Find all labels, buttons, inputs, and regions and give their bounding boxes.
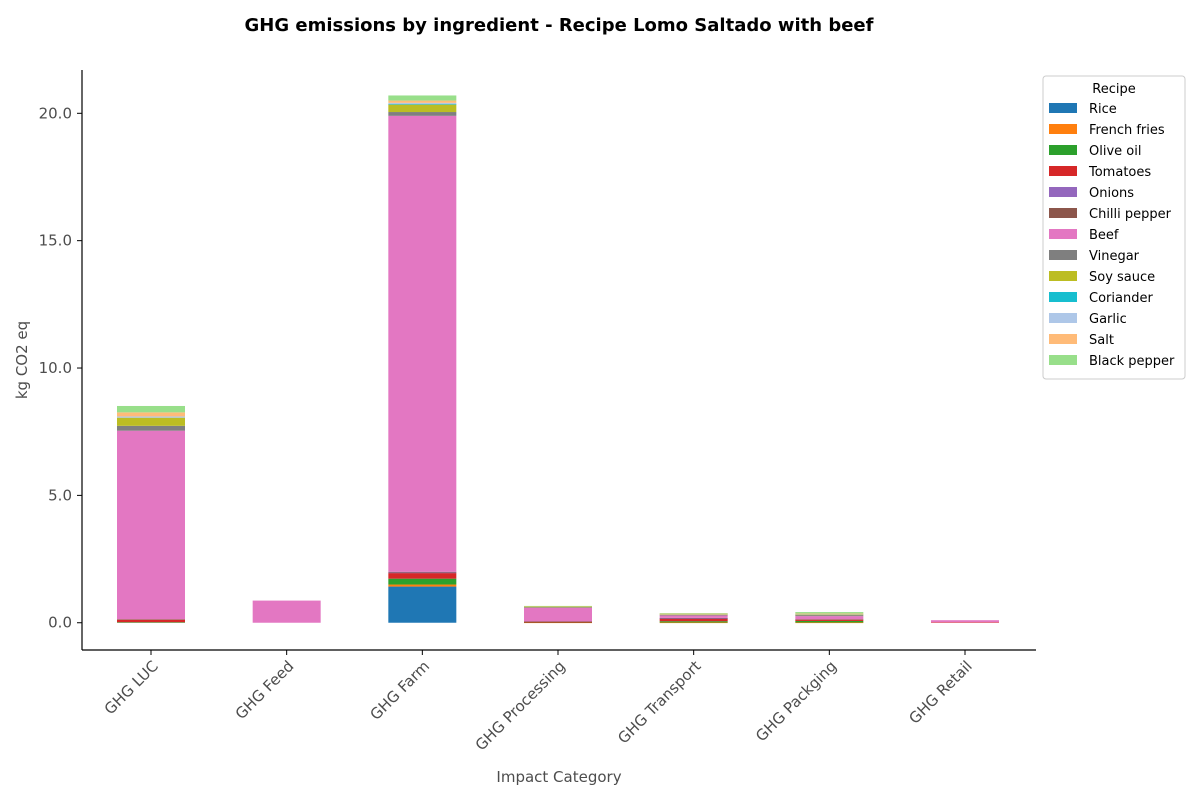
bar-segment-soy-sauce-5 [795, 614, 864, 616]
legend-entry: Vinegar [1089, 249, 1140, 264]
legend-entry: Black pepper [1089, 354, 1175, 369]
bar-segment-salt-4 [659, 613, 728, 615]
legend-swatch [1049, 229, 1077, 239]
axes-layer: 0.0 5.0 10.0 15.0 20.0 GHG LUC GHG Feed GHG Far… [39, 70, 1036, 754]
bar-segment-tomatoes-2 [388, 573, 457, 579]
x-tick-label: GHG Transport [614, 657, 704, 747]
legend-entry: Tomatoes [1088, 165, 1151, 180]
legend-swatch [1049, 187, 1077, 197]
bar-segment-beef-6 [931, 620, 999, 623]
legend: Recipe Rice French fries Olive oil Tomatoes O… [1042, 75, 1186, 380]
bar-segment-tomatoes-6 [931, 622, 999, 623]
bar-segment-tomatoes-4 [659, 618, 728, 622]
bar-segment-coriander-2 [388, 104, 457, 105]
bar-segment-onions-2 [388, 572, 457, 574]
x-tick-label: GHG Packging [752, 657, 840, 745]
bar-segment-beef-0 [117, 430, 185, 620]
bar-segment-rice-2 [388, 586, 457, 623]
legend-entry: Salt [1089, 333, 1114, 348]
x-tick-label: GHG Farm [367, 657, 434, 724]
bar-segment-chilli-pepper-4 [659, 617, 728, 619]
x-tick-label: GHG Processing [472, 657, 569, 754]
bar-segment-onions-4 [659, 618, 728, 620]
bar-segment-olive-oil-0 [117, 622, 185, 623]
x-tick-label: GHG Retail [905, 657, 975, 727]
legend-swatch [1049, 271, 1077, 281]
legend-swatch [1049, 145, 1077, 155]
bar-segment-french-fries-2 [388, 584, 457, 587]
bar-segment-soy-sauce-0 [117, 417, 185, 426]
bar-segment-soy-sauce-3 [524, 606, 592, 608]
bar-segment-beef-5 [795, 616, 864, 620]
legend-swatch [1049, 313, 1077, 323]
x-tick-label: GHG LUC [101, 657, 162, 718]
bar-segment-black-pepper-2 [388, 95, 457, 101]
legend-entry: Chilli pepper [1089, 207, 1172, 222]
bar-segment-beef-2 [388, 115, 457, 572]
legend-swatch [1049, 355, 1077, 365]
legend-frame [1042, 75, 1186, 380]
y-tick-label: 15.0 [39, 232, 72, 250]
bars-layer [117, 95, 999, 624]
bar-segment-tomatoes-0 [117, 619, 185, 623]
legend-swatch [1049, 166, 1077, 176]
legend-swatch [1049, 124, 1077, 134]
legend-entry: Garlic [1089, 312, 1127, 327]
bar-segment-french-fries-5 [795, 622, 864, 624]
y-axis-label: kg CO2 eq [13, 321, 31, 399]
y-tick-label: 0.0 [48, 614, 72, 632]
legend-swatch [1049, 334, 1077, 344]
bar-segment-garlic-5 [795, 614, 864, 615]
bar-segment-vinegar-2 [388, 112, 457, 116]
bar-segment-vinegar-4 [659, 614, 728, 616]
bar-segment-tomatoes-3 [524, 621, 592, 623]
legend-entry: Soy sauce [1089, 270, 1155, 285]
bar-segment-chilli-pepper-0 [117, 619, 185, 620]
y-tick-label: 5.0 [48, 486, 72, 504]
bar-segment-vinegar-5 [795, 615, 864, 617]
x-tick-label: GHG Feed [232, 657, 298, 723]
legend-title: Recipe [1092, 82, 1135, 97]
chart-title: GHG emissions by ingredient - Recipe Lom… [245, 15, 874, 36]
bar-segment-chilli-pepper-5 [795, 619, 864, 620]
bar-segment-chilli-pepper-3 [524, 621, 592, 623]
bar-segment-black-pepper-3 [524, 605, 592, 607]
bar-segment-tomatoes-5 [795, 619, 864, 621]
legend-entry: Onions [1089, 186, 1134, 201]
y-tick-label: 20.0 [39, 104, 72, 122]
bar-segment-beef-3 [524, 607, 592, 622]
bar-segment-salt-0 [117, 412, 185, 417]
bar-segment-soy-sauce-4 [659, 614, 728, 615]
bar-segment-vinegar-3 [524, 607, 592, 608]
bar-segment-garlic-2 [388, 102, 457, 105]
bar-segment-black-pepper-5 [795, 612, 864, 614]
bar-segment-olive-oil-4 [659, 621, 728, 623]
bar-segment-beef-4 [659, 615, 728, 618]
legend-swatch [1049, 103, 1077, 113]
x-axis-label: Impact Category [496, 768, 621, 786]
bar-segment-beef-1 [252, 600, 321, 623]
legend-entry: Rice [1089, 102, 1117, 117]
bar-segment-soy-sauce-2 [388, 104, 457, 113]
legend-entry: Olive oil [1089, 144, 1141, 159]
legend-swatch [1049, 250, 1077, 260]
bar-segment-garlic-0 [117, 416, 185, 418]
legend-swatch [1049, 292, 1077, 302]
legend-entry: French fries [1089, 123, 1165, 138]
bar-segment-salt-2 [388, 100, 457, 103]
legend-swatch [1049, 208, 1077, 218]
bar-segment-black-pepper-0 [117, 405, 185, 413]
bar-segment-olive-oil-5 [795, 620, 864, 623]
bar-segment-chilli-pepper-2 [388, 571, 457, 573]
legend-entry: Coriander [1089, 291, 1153, 306]
legend-entry: Beef [1089, 228, 1119, 243]
bar-segment-olive-oil-2 [388, 578, 457, 585]
bar-segment-salt-5 [795, 613, 864, 615]
y-tick-label: 10.0 [39, 359, 72, 377]
bar-segment-vinegar-0 [117, 425, 185, 431]
bar-segment-french-fries-4 [659, 622, 728, 624]
bar-segment-black-pepper-4 [659, 613, 728, 614]
